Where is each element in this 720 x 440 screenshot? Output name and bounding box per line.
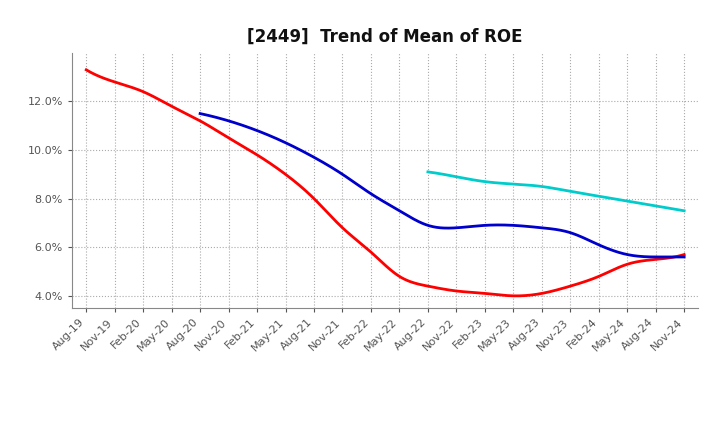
- 3 Years: [154, 96, 163, 102]
- 5 Years: [196, 111, 204, 116]
- 7 Years: [423, 169, 432, 175]
- 3 Years: [319, 205, 328, 210]
- 5 Years: [387, 204, 396, 209]
- 5 Years: [354, 182, 362, 187]
- 3 Years: [458, 289, 467, 294]
- 5 Years: [548, 226, 557, 231]
- 3 Years: [512, 293, 521, 298]
- 7 Years: [525, 183, 534, 188]
- 3 Years: [515, 293, 523, 298]
- Line: 7 Years: 7 Years: [428, 172, 684, 211]
- 3 Years: [276, 169, 285, 174]
- 5 Years: [254, 128, 263, 134]
- 7 Years: [680, 208, 688, 213]
- 7 Years: [454, 175, 463, 180]
- 5 Years: [500, 222, 509, 227]
- 7 Years: [585, 192, 593, 197]
- Line: 5 Years: 5 Years: [200, 114, 684, 257]
- 3 Years: [82, 67, 91, 73]
- Title: [2449]  Trend of Mean of ROE: [2449] Trend of Mean of ROE: [248, 28, 523, 46]
- 7 Years: [507, 181, 516, 187]
- 5 Years: [545, 226, 554, 231]
- 5 Years: [680, 254, 688, 260]
- 3 Years: [518, 293, 526, 298]
- 7 Years: [608, 196, 617, 201]
- Line: 3 Years: 3 Years: [86, 70, 684, 296]
- 3 Years: [680, 252, 688, 257]
- 5 Years: [652, 254, 660, 260]
- 7 Years: [610, 196, 618, 202]
